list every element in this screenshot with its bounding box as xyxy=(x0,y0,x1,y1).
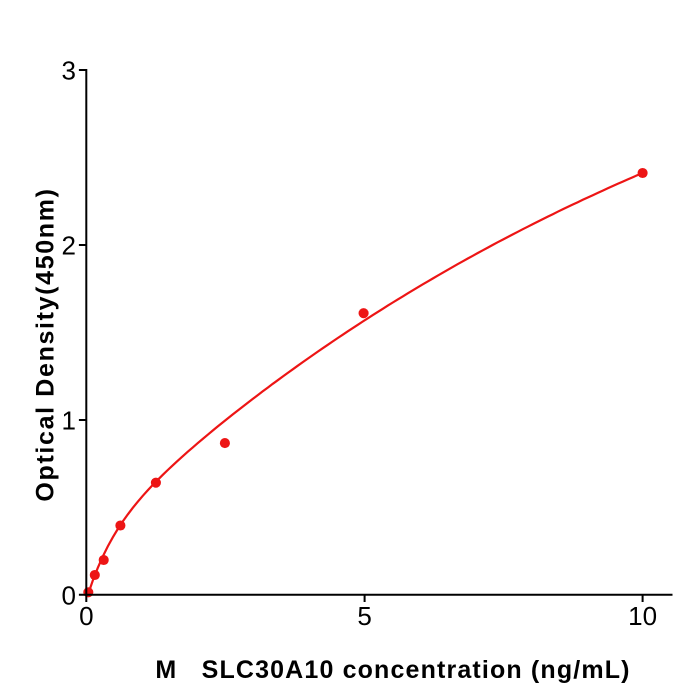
svg-text:2: 2 xyxy=(62,230,76,260)
svg-text:5: 5 xyxy=(357,601,371,631)
svg-text:Optical Density(450nm): Optical Density(450nm) xyxy=(32,187,60,501)
svg-text:10: 10 xyxy=(628,601,657,631)
svg-text:1: 1 xyxy=(62,405,76,435)
svg-text:0: 0 xyxy=(62,580,76,610)
svg-text:0: 0 xyxy=(79,601,93,631)
svg-text:3: 3 xyxy=(62,55,76,85)
svg-text:M SLC30A10 concentration (ng: M SLC30A10 concentration (ng/mL) xyxy=(155,656,630,684)
